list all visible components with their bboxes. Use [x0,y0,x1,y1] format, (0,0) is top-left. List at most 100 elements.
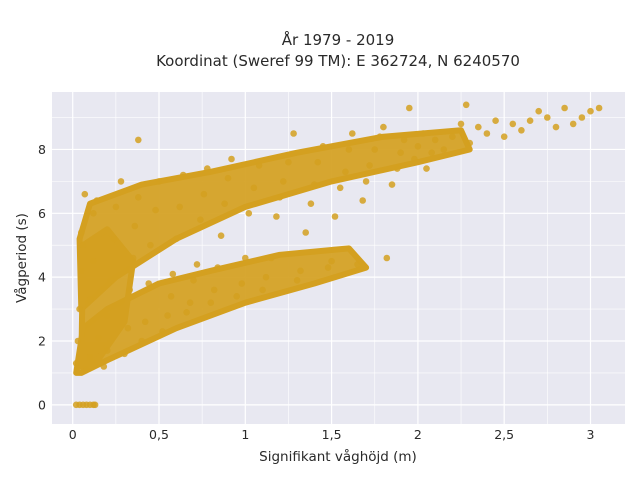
scatter-point [354,261,361,268]
scatter-point [103,347,111,354]
scatter-point [336,184,344,192]
scatter-point [423,165,430,172]
scatter-point [595,104,603,112]
scatter-point [492,117,499,124]
scatter-point [95,334,102,342]
scatter-point [147,241,154,249]
scatter-point [483,130,491,137]
scatter-point [276,194,284,201]
scatter-point [297,267,304,275]
scatter-point [83,366,90,374]
scatter-point [393,165,401,172]
scatter-point [462,101,470,109]
scatter-point [74,337,82,345]
scatter-point [173,235,180,243]
scatter-point [535,107,542,115]
scatter-point [190,277,197,284]
y-tick-labels: 0 2 4 6 8 [38,142,46,412]
y-tick-label: 6 [38,206,46,221]
scatter-point [155,178,163,185]
scatter-point [526,117,534,124]
x-tick-label: 3 [587,427,595,442]
scatter-point [245,210,253,217]
x-tick-label: 2 [414,427,422,442]
scatter-point [285,158,292,166]
scatter-point [475,123,482,131]
scatter-point [400,136,408,144]
scatter-point [552,123,560,131]
scatter-point [267,254,275,262]
scatter-point [135,194,142,201]
scatter-point [578,114,586,121]
scatter-point [569,120,577,128]
y-tick-label: 0 [38,397,46,412]
scatter-point [561,104,568,112]
scatter-point [112,203,120,211]
scatter-point [319,143,327,150]
scatter-point [587,107,594,115]
scatter-point [193,261,201,268]
scatter-point [250,184,258,192]
scatter-point [371,146,379,153]
scatter-point [72,360,80,367]
scatter-point [91,401,99,409]
scatter-point [107,277,114,284]
x-tick-label: 0 [69,427,77,442]
scatter-point [293,277,301,284]
scatter-point [129,254,137,262]
scatter-point [440,146,448,153]
scatter-point [466,139,474,147]
scatter-point [81,190,89,198]
scatter-point [280,178,287,185]
scatter-point [307,200,315,207]
scatter-point [290,130,297,137]
scatter-point [255,162,263,169]
y-tick-label: 2 [38,334,46,349]
scatter-point [131,222,139,230]
scatter-point [238,280,246,287]
scatter-point [544,114,551,121]
scatter-point [383,254,391,262]
scatter-point [380,123,387,131]
scatter-point [86,296,94,303]
scatter-point [145,280,152,287]
x-tick-label: 1,5 [322,427,342,442]
scatter-point [110,235,118,243]
scatter-point [242,254,249,262]
scatter-point [349,130,356,137]
scatter-point [359,197,367,204]
scatter-point [152,206,159,214]
scatter-point [500,133,508,140]
scatter-point [78,267,85,275]
scatter-point [262,273,270,281]
scatter-point [233,293,240,300]
scatter-point [86,353,94,361]
scatter-point [457,120,465,128]
scatter-point [186,299,194,307]
y-tick-label: 8 [38,142,46,157]
y-tick-label: 4 [38,270,46,285]
scatter-point [376,133,384,140]
scatter-point [406,104,413,112]
scatter-point [169,270,177,278]
scatter-point [449,133,456,140]
scatter-point [397,149,404,156]
scatter-point [141,318,149,326]
scatter-point [328,257,335,265]
chart-title-line-2: Koordinat (Sweref 99 TM): E 362724, N 62… [156,52,520,70]
scatter-point [179,171,187,179]
scatter-point [90,257,97,265]
scatter-point [100,363,108,370]
y-axis-label: Vågperiod (s) [13,213,30,303]
scatter-point [79,241,87,249]
scatter-point [207,299,215,307]
scatter-point [331,213,339,220]
scatter-point [159,328,166,335]
scatter-point [183,309,190,316]
scatter-point [414,143,422,150]
scatter-point [259,286,266,294]
scatter-point [93,197,101,204]
scatter-point [117,178,125,185]
